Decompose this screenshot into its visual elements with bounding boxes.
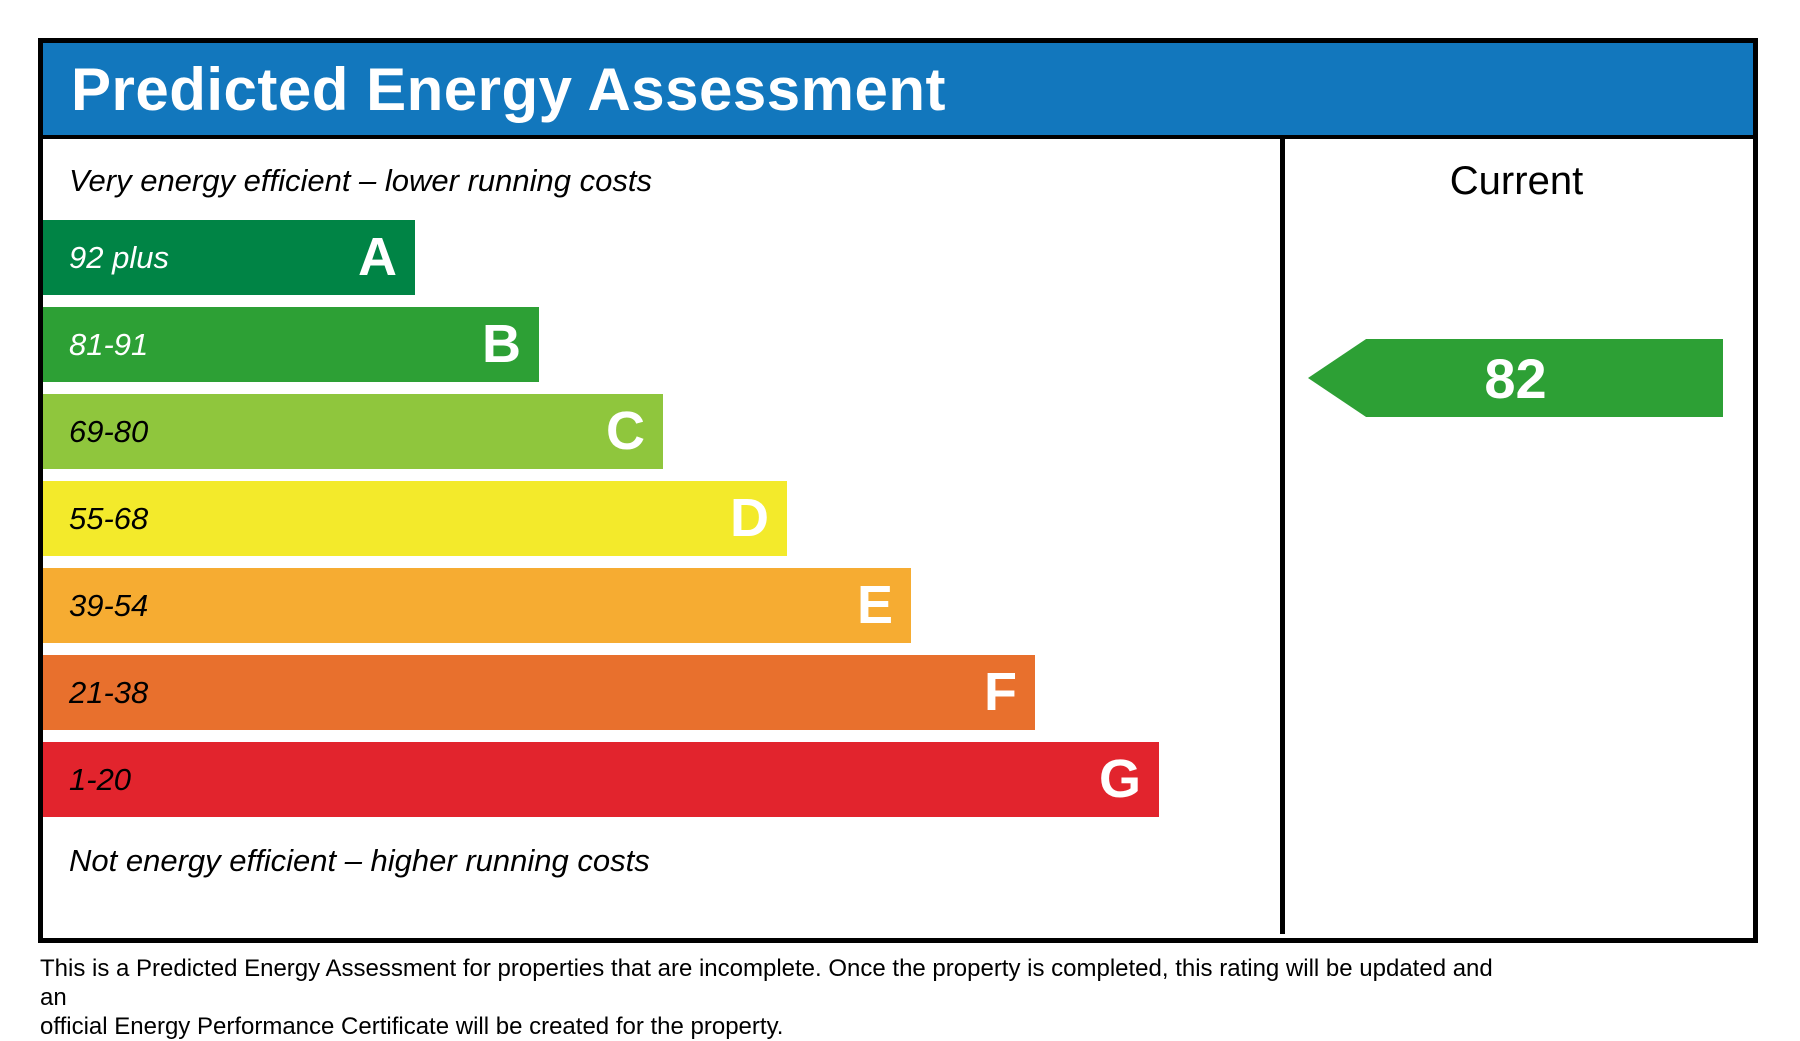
chart-body: Very energy efficient – lower running co…: [43, 139, 1753, 934]
band-range-label: 55-68: [69, 500, 149, 536]
band-row-d: 55-68 D: [43, 481, 787, 556]
current-rating-value: 82: [1484, 346, 1547, 410]
page-title: Predicted Energy Assessment: [71, 55, 946, 123]
band-range-label: 69-80: [69, 413, 149, 449]
band-row-e: 39-54 E: [43, 568, 911, 643]
chart-header: Predicted Energy Assessment: [43, 43, 1753, 139]
current-rating-arrow: 82: [1308, 339, 1723, 417]
bands-container: 92 plus A 81-91 B 69-80 C 55-68 D 39-54 E 21-38 F 1-…: [43, 220, 1280, 817]
top-caption: Very energy efficient – lower running co…: [69, 163, 652, 198]
band-row-g: 1-20 G: [43, 742, 1159, 817]
current-column-header: Current: [1449, 159, 1584, 203]
band-range-label: 21-38: [69, 674, 149, 710]
band-letter: D: [730, 488, 769, 548]
rating-bands-panel: Very energy efficient – lower running co…: [43, 139, 1280, 934]
band-letter: G: [1098, 749, 1141, 809]
current-rating-panel: Current 82: [1280, 139, 1748, 934]
footnote-line-1: This is a Predicted Energy Assessment fo…: [40, 955, 1493, 1011]
footnote: This is a Predicted Energy Assessment fo…: [40, 954, 1520, 1041]
band-letter: F: [984, 662, 1017, 722]
band-range-label: 81-91: [69, 326, 149, 362]
band-row-f: 21-38 F: [43, 655, 1035, 730]
band-letter: A: [358, 227, 397, 287]
band-letter: B: [482, 314, 521, 374]
band-row-a: 92 plus A: [43, 220, 415, 295]
band-range-label: 39-54: [69, 587, 149, 623]
band-row-b: 81-91 B: [43, 307, 539, 382]
band-row-c: 69-80 C: [43, 394, 663, 469]
band-letter: E: [856, 575, 893, 635]
band-range-label: 92 plus: [69, 239, 169, 275]
bottom-caption: Not energy efficient – higher running co…: [69, 843, 650, 878]
energy-assessment-chart: Predicted Energy Assessment Very energy …: [38, 38, 1758, 943]
band-range-label: 1-20: [69, 761, 132, 797]
band-letter: C: [606, 401, 645, 461]
footnote-line-2: official Energy Performance Certificate …: [40, 1013, 784, 1040]
